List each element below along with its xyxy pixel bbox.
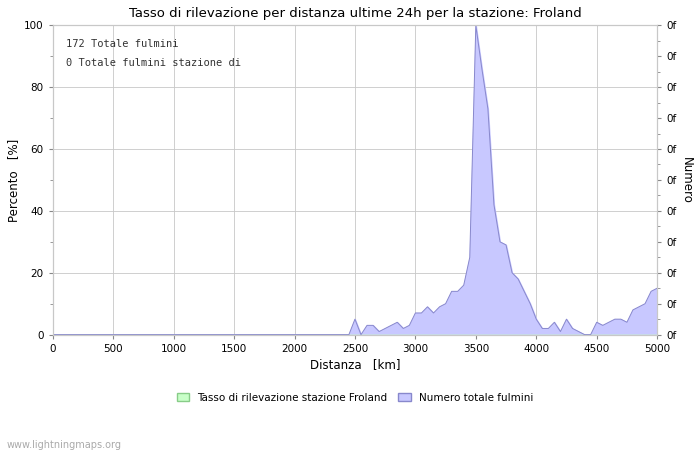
Title: Tasso di rilevazione per distanza ultime 24h per la stazione: Froland: Tasso di rilevazione per distanza ultime… <box>129 7 581 20</box>
X-axis label: Distanza   [km]: Distanza [km] <box>309 358 400 371</box>
Legend: Tasso di rilevazione stazione Froland, Numero totale fulmini: Tasso di rilevazione stazione Froland, N… <box>172 388 538 407</box>
Y-axis label: Percento   [%]: Percento [%] <box>7 138 20 221</box>
Text: 172 Totale fulmini: 172 Totale fulmini <box>66 39 178 49</box>
Text: www.lightningmaps.org: www.lightningmaps.org <box>7 440 122 450</box>
Text: 0 Totale fulmini stazione di: 0 Totale fulmini stazione di <box>66 58 241 68</box>
Y-axis label: Numero: Numero <box>680 157 693 203</box>
